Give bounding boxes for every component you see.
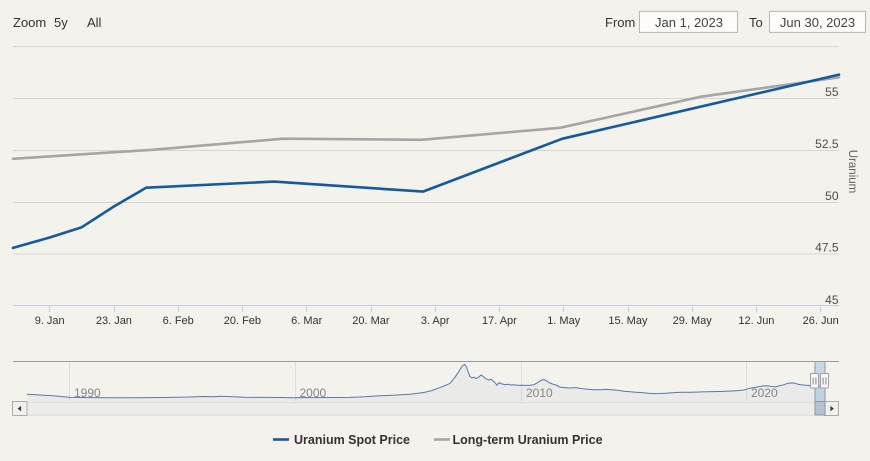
svg-text:Jan 1, 2023: Jan 1, 2023 xyxy=(655,15,723,30)
svg-text:Long-term Uranium Price: Long-term Uranium Price xyxy=(453,433,603,447)
svg-text:2000: 2000 xyxy=(300,386,327,400)
svg-text:20. Mar: 20. Mar xyxy=(352,315,390,327)
svg-text:5y: 5y xyxy=(54,15,68,30)
svg-text:20. Feb: 20. Feb xyxy=(224,315,261,327)
svg-text:3. Apr: 3. Apr xyxy=(421,315,450,327)
svg-text:6. Mar: 6. Mar xyxy=(291,315,323,327)
svg-text:1990: 1990 xyxy=(74,386,101,400)
svg-text:1. May: 1. May xyxy=(547,315,581,327)
svg-text:9. Jan: 9. Jan xyxy=(35,315,65,327)
svg-text:50: 50 xyxy=(825,189,839,203)
svg-text:Jun 30, 2023: Jun 30, 2023 xyxy=(780,15,855,30)
svg-text:Zoom: Zoom xyxy=(13,15,46,30)
svg-text:23. Jan: 23. Jan xyxy=(96,315,132,327)
svg-text:26. Jun: 26. Jun xyxy=(803,315,839,327)
svg-text:47.5: 47.5 xyxy=(815,241,839,255)
svg-text:17. Apr: 17. Apr xyxy=(482,315,517,327)
svg-text:From: From xyxy=(605,15,635,30)
svg-text:All: All xyxy=(87,15,102,30)
svg-text:6. Feb: 6. Feb xyxy=(163,315,194,327)
svg-text:55: 55 xyxy=(825,85,839,99)
svg-text:52.5: 52.5 xyxy=(815,137,839,151)
svg-text:2020: 2020 xyxy=(751,386,778,400)
svg-text:15. May: 15. May xyxy=(608,315,648,327)
svg-text:2010: 2010 xyxy=(526,386,553,400)
svg-text:12. Jun: 12. Jun xyxy=(738,315,774,327)
svg-text:45: 45 xyxy=(825,293,839,307)
svg-text:Uranium: Uranium xyxy=(846,150,858,193)
svg-text:29. May: 29. May xyxy=(673,315,713,327)
svg-text:Uranium Spot Price: Uranium Spot Price xyxy=(294,433,410,447)
svg-text:To: To xyxy=(749,15,763,30)
